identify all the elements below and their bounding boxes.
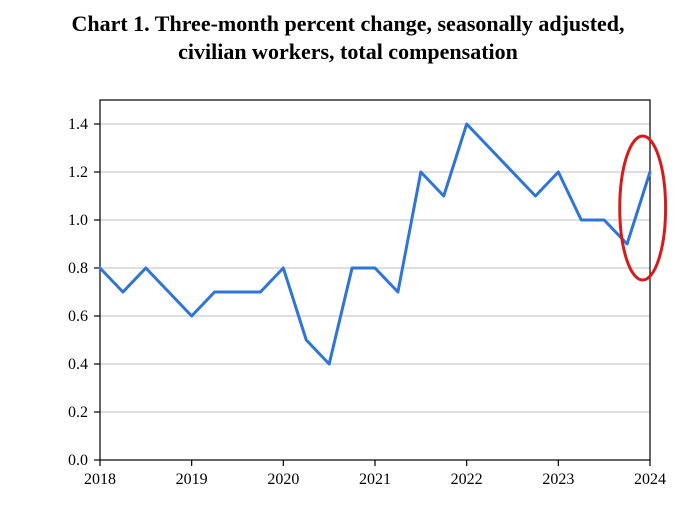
chart-plot: 0.0 0.2 0.4 0.6 0.8 1.0 1.2 1.4 2018 2019 2020 2021… <box>40 90 670 500</box>
page: Chart 1. Three-month percent change, sea… <box>0 0 696 516</box>
svg-text:2020: 2020 <box>267 471 299 488</box>
svg-text:2024: 2024 <box>634 471 666 488</box>
svg-text:0.8: 0.8 <box>68 260 88 277</box>
svg-text:2021: 2021 <box>359 471 391 488</box>
svg-text:1.4: 1.4 <box>68 116 88 133</box>
svg-text:2019: 2019 <box>176 471 208 488</box>
svg-text:0.2: 0.2 <box>68 404 88 421</box>
svg-text:2023: 2023 <box>542 471 574 488</box>
svg-text:1.0: 1.0 <box>68 212 88 229</box>
svg-text:2022: 2022 <box>451 471 483 488</box>
chart-title: Chart 1. Three-month percent change, sea… <box>0 10 696 65</box>
svg-text:1.2: 1.2 <box>68 164 88 181</box>
svg-text:2018: 2018 <box>84 471 116 488</box>
svg-text:0.6: 0.6 <box>68 308 88 325</box>
svg-text:0.4: 0.4 <box>68 356 88 373</box>
line-chart-svg: 0.0 0.2 0.4 0.6 0.8 1.0 1.2 1.4 2018 2019 2020 2021… <box>40 90 670 500</box>
svg-text:0.0: 0.0 <box>68 452 88 469</box>
